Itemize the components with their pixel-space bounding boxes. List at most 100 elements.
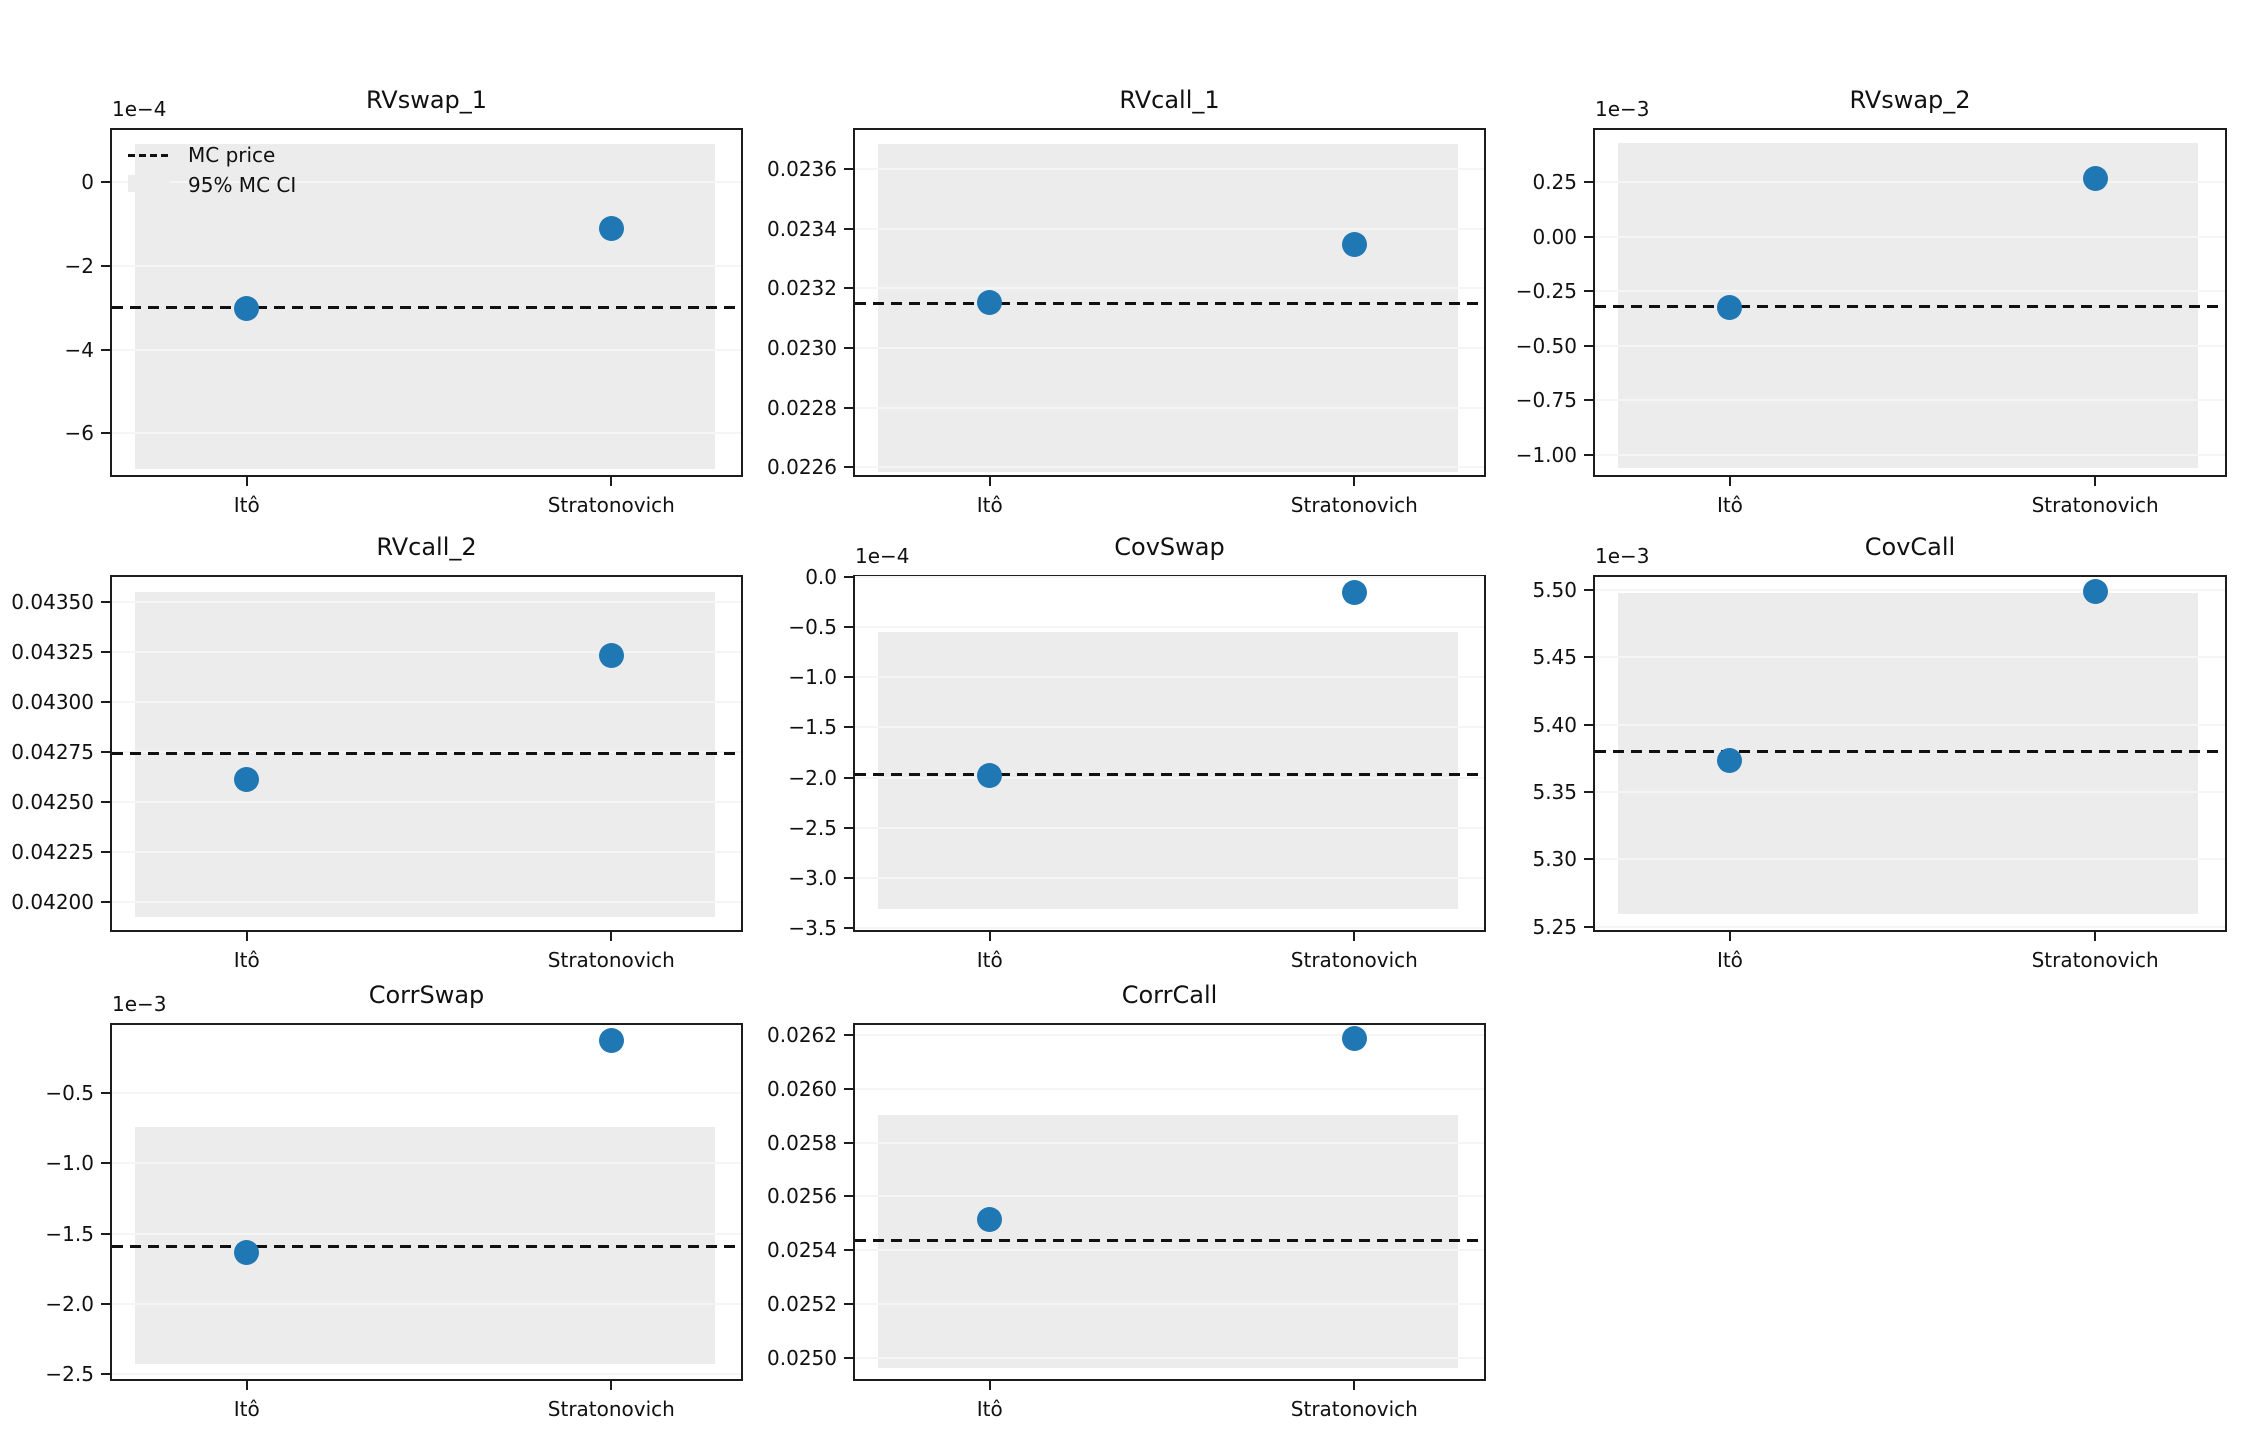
ci-band-CovCall [1618, 592, 2199, 915]
panel-title-CovSwap: CovSwap [1114, 533, 1225, 561]
y-tick-label: −0.25 [1515, 279, 1577, 304]
y-tick-label: 0.04350 [11, 590, 94, 614]
y-tick-label: −2.0 [788, 765, 837, 790]
x-tick-label: Stratonovich [547, 1397, 675, 1421]
y-tick-label: 0.04325 [11, 640, 94, 664]
y-tick-mark [1584, 235, 1593, 238]
panel-title-CovCall: CovCall [1864, 533, 1956, 561]
y-tick-mark [1584, 790, 1593, 793]
mc-price-line [112, 752, 741, 755]
y-tick-mark [101, 1162, 110, 1165]
gridline [855, 1195, 1484, 1198]
panel-title-RVcall_1: RVcall_1 [1119, 86, 1220, 114]
y-tick-label: 0.0228 [767, 395, 837, 420]
x-tick-label: Stratonovich [547, 948, 675, 972]
x-tick-mark [1728, 932, 1731, 941]
y-tick-label: −0.50 [1515, 333, 1577, 358]
y-tick-mark [844, 1087, 853, 1090]
gridline [1595, 453, 2225, 456]
y-tick-mark [844, 1249, 853, 1252]
y-tick-label: 0.0258 [767, 1130, 837, 1155]
y-tick-mark [844, 626, 853, 629]
y-tick-mark [101, 1302, 110, 1305]
x-tick-label: Stratonovich [1290, 948, 1418, 972]
point-ito-RVcall_2 [234, 766, 260, 792]
y-tick-label: −0.5 [45, 1080, 94, 1105]
mc-price-line [1595, 304, 2225, 308]
y-tick-mark [1584, 180, 1593, 183]
y-tick-label: 0.04300 [11, 690, 94, 714]
y-tick-label: 0.0254 [767, 1238, 837, 1263]
y-tick-label: 0.0230 [767, 335, 837, 360]
y-tick-mark [1584, 344, 1593, 347]
y-tick-label: 0.0250 [767, 1345, 837, 1370]
x-tick-label: Stratonovich [1290, 1397, 1418, 1421]
axis-offset-label: 1e−3 [1595, 544, 1650, 568]
mc-price-line [1595, 749, 2225, 753]
y-tick-label: −6 [64, 421, 94, 446]
x-tick-label: Itô [976, 493, 1003, 517]
ci-band-CovSwap [878, 632, 1458, 909]
gridline [112, 1373, 741, 1376]
gridline [855, 776, 1484, 779]
y-tick-label: 5.40 [1532, 712, 1577, 737]
y-tick-mark [1584, 925, 1593, 928]
gridline [855, 726, 1484, 729]
x-tick-label: Itô [1716, 948, 1743, 972]
x-tick-mark [610, 1381, 613, 1390]
gridline [112, 432, 741, 435]
point-ito-RVswap_2 [1717, 295, 1743, 321]
gridline [112, 1162, 741, 1165]
y-tick-mark [844, 346, 853, 349]
gridline [112, 851, 741, 853]
y-tick-label: 0.04275 [11, 740, 94, 764]
gridline [855, 926, 1484, 929]
y-tick-label: 0.04200 [11, 890, 94, 914]
gridline [855, 876, 1484, 879]
y-tick-mark [101, 432, 110, 435]
gridline [112, 181, 741, 184]
y-tick-label: 0.0226 [767, 455, 837, 480]
panel-title-CorrCall: CorrCall [1121, 981, 1218, 1009]
gridline [1595, 925, 2225, 928]
y-tick-label: 0.0 [805, 565, 837, 589]
y-tick-label: 0.0236 [767, 157, 837, 182]
y-tick-label: −3.0 [788, 865, 837, 890]
y-tick-label: 0.0260 [767, 1076, 837, 1101]
x-tick-mark [245, 1381, 248, 1390]
x-tick-label: Itô [976, 948, 1003, 972]
x-tick-mark [610, 477, 613, 486]
y-tick-label: −2.5 [45, 1362, 94, 1387]
y-tick-label: −2.5 [788, 815, 837, 840]
gridline [1595, 180, 2225, 183]
point-strat-CovSwap [1341, 579, 1367, 605]
y-tick-label: −1.5 [45, 1221, 94, 1246]
y-tick-label: −0.75 [1515, 388, 1577, 413]
y-tick-mark [1584, 399, 1593, 402]
mc-price-line [855, 1239, 1484, 1243]
y-tick-mark [844, 406, 853, 409]
y-tick-label: 0.0234 [767, 216, 837, 241]
gridline [855, 676, 1484, 679]
ci-band-RVcall_1 [878, 144, 1458, 472]
gridline [1595, 399, 2225, 402]
y-tick-mark [844, 826, 853, 829]
gridline [1595, 344, 2225, 347]
gridline [855, 1356, 1484, 1359]
x-tick-mark [988, 477, 991, 486]
y-tick-mark [101, 264, 110, 267]
legend-mc-price-label: MC price [188, 143, 276, 167]
x-tick-mark [1353, 477, 1356, 486]
y-tick-mark [844, 1034, 853, 1037]
x-tick-label: Itô [976, 1397, 1003, 1421]
x-tick-label: Itô [233, 493, 260, 517]
point-ito-CorrSwap [234, 1239, 260, 1265]
gridline [855, 1034, 1484, 1037]
y-tick-label: 0.0262 [767, 1023, 837, 1048]
y-tick-mark [844, 1303, 853, 1306]
y-tick-mark [101, 901, 110, 903]
gridline [1595, 656, 2225, 659]
gridline [855, 287, 1484, 290]
point-ito-RVswap_1 [234, 296, 260, 322]
